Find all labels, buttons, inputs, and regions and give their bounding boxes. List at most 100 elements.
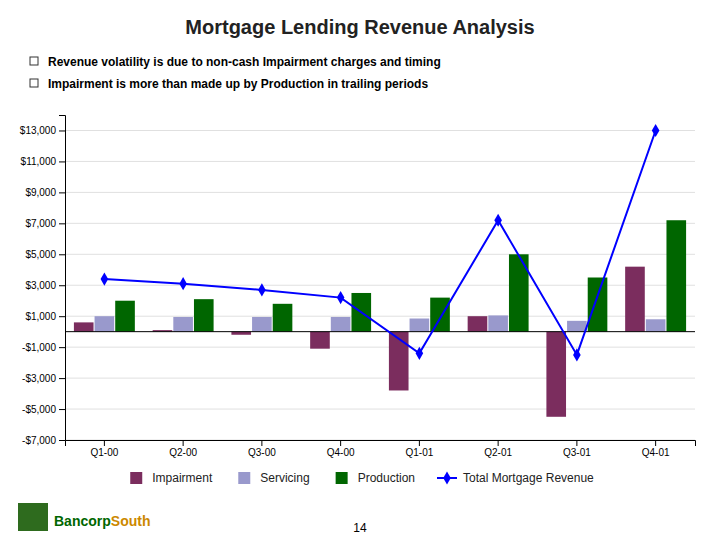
y-tick: $9,000 [25,187,65,198]
bar [310,332,330,349]
y-tick-label: -$3,000 [22,373,56,384]
zero-line [65,331,695,332]
bullet-text: Impairment is more than made up by Produ… [48,77,428,91]
logo-icon [18,503,48,531]
y-tick-mark [59,161,65,162]
x-tick-label: Q4-01 [642,447,670,458]
logo-text: South [111,513,151,529]
legend-label: Impairment [152,471,213,485]
x-tick-label: Q1-01 [405,447,433,458]
grid-line [65,192,695,193]
y-tick: -$3,000 [22,373,65,384]
x-tick: Q3-01 [563,440,591,458]
y-tick: -$1,000 [22,342,65,353]
line [104,130,655,354]
line-marker [337,291,345,304]
line-marker [652,124,660,137]
bar [468,316,488,331]
chart: Mortgage Lending Revenue AnalysisRevenue… [0,0,720,540]
bar [95,316,115,331]
bar [115,301,135,332]
y-tick-mark [59,347,65,348]
x-axis: Q1-00 Q2-00 Q3-00 Q4-00 Q1-01 Q2-01 Q3-01 Q4-01 [66,440,696,458]
x-tick: Q2-00 [169,440,197,458]
y-tick: -$7,000 [22,435,65,446]
line-marker [101,272,109,285]
legend-item: Total Mortgage Revenue [437,471,594,485]
y-tick-label: $3,000 [25,280,56,291]
y-tick: $11,000 [21,156,65,167]
y-tick-mark [59,254,65,255]
y-tick-label: -$1,000 [22,342,56,353]
y-tick-mark [59,409,65,410]
grid-line [65,223,695,224]
y-tick-mark [59,192,65,193]
bar [331,317,351,332]
y-tick-label: $13,000 [20,125,57,136]
line-marker [494,214,502,227]
bar [625,267,645,332]
legend-label: Production [358,471,415,485]
x-tick-mark [183,440,184,446]
bullet-marker [30,79,38,87]
bar [194,299,214,332]
legend-item: Impairment [130,471,213,485]
x-tick: Q4-01 [642,440,670,458]
y-tick-label: $1,000 [25,311,56,322]
x-tick: Q1-01 [405,440,433,458]
bar [389,332,409,391]
bar-series [95,315,666,331]
bar [567,321,587,332]
y-tick: $5,000 [25,249,65,260]
y-tick-label: -$7,000 [22,435,56,446]
y-tick-label: $7,000 [25,218,56,229]
y-tick-label: $11,000 [21,156,57,167]
x-tick: Q2-01 [484,440,512,458]
y-tick: $3,000 [25,280,65,291]
x-tick-mark [576,440,577,446]
grid [65,130,695,440]
x-tick-label: Q4-00 [327,447,355,458]
grid-line [65,130,695,131]
line-marker [179,277,187,290]
x-tick-label: Q3-00 [248,447,276,458]
line-marker [258,283,266,296]
legend: Impairment Servicing Production Total Mortg… [130,471,594,485]
bar-series [115,220,686,331]
y-axis: -$7,000 -$5,000 -$3,000 -$1,000 $1,000 $3,000… [20,116,66,446]
bar [430,298,450,332]
grid-line [65,254,695,255]
x-tick-label: Q2-01 [484,447,512,458]
y-tick-mark [59,316,65,317]
x-tick-label: Q1-00 [90,447,118,458]
y-tick-label: $9,000 [25,187,56,198]
bar [74,322,94,331]
y-tick: $7,000 [25,218,65,229]
y-tick: -$5,000 [22,404,65,415]
y-tick-mark [59,223,65,224]
legend-label: Servicing [260,471,309,485]
line-marks [101,124,660,362]
legend-marker [443,471,451,484]
x-tick: Q3-00 [248,440,276,458]
y-axis-line [59,116,66,441]
y-tick: $13,000 [20,125,65,136]
grid-line [65,378,695,379]
logo-text: Bancorp [54,513,111,529]
x-tick-mark [419,440,420,446]
bar [588,278,608,332]
bar [252,317,272,332]
bar [546,332,566,417]
y-tick-mark [59,130,65,131]
line-marker [416,347,424,360]
grid-line [65,161,695,162]
grid-line [65,347,695,348]
legend-swatch [336,472,348,484]
bar [410,319,430,332]
legend-swatch [238,472,250,484]
x-tick-mark [340,440,341,446]
y-tick: $1,000 [25,311,65,322]
legend-item: Servicing [238,471,309,485]
y-tick-label: $5,000 [25,249,56,260]
x-tick: Q1-00 [90,440,118,458]
